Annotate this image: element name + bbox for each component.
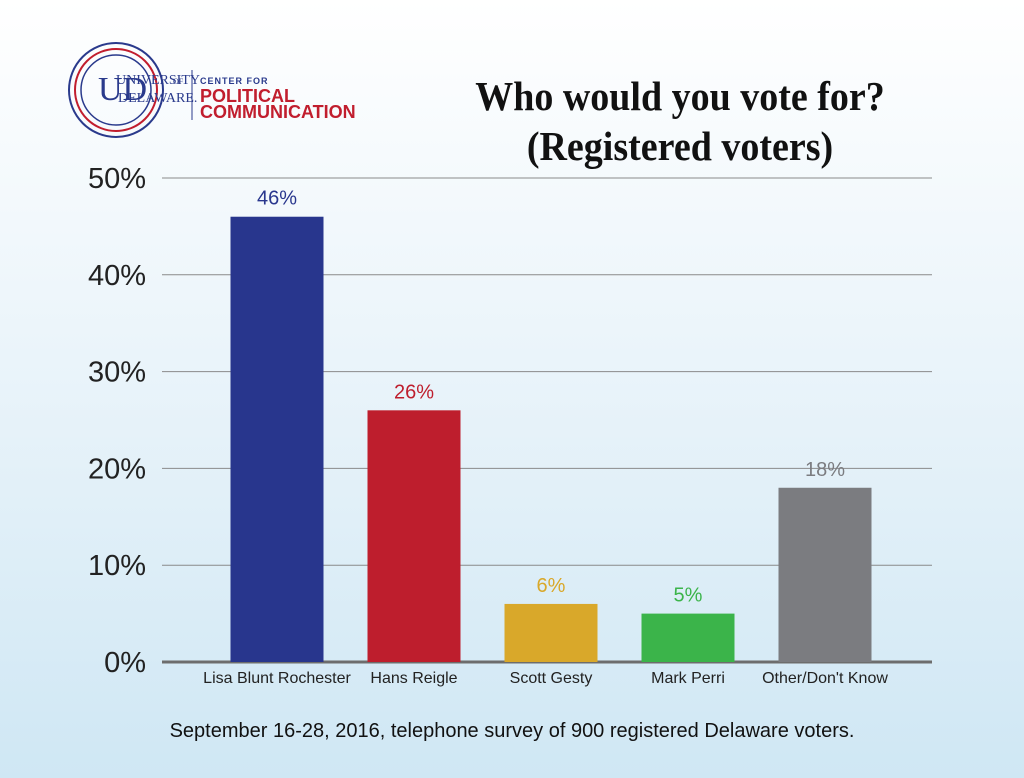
bar — [504, 603, 598, 662]
logo-center-for: CENTER FOR — [200, 76, 269, 86]
x-tick-label: Lisa Blunt Rochester — [203, 670, 351, 687]
x-tick-label: Other/Don't Know — [762, 670, 888, 687]
chart-title-line1: Who would you vote for? — [475, 74, 885, 120]
y-tick-label: 40% — [88, 260, 146, 292]
chart-title-line2: (Registered voters) — [526, 124, 834, 170]
logo-university: UNIVERSITY — [116, 73, 200, 88]
bar — [778, 487, 872, 662]
y-tick-label: 30% — [88, 357, 146, 389]
bar — [641, 613, 735, 662]
logo-of: OF — [173, 77, 184, 86]
y-tick-label: 10% — [88, 550, 146, 582]
logo-political: POLITICAL — [200, 86, 295, 106]
data-label: 18% — [805, 459, 845, 481]
data-label: 46% — [257, 188, 297, 210]
chart-title: Who would you vote for? (Registered vote… — [400, 72, 960, 172]
x-tick-label: Scott Gesty — [510, 670, 593, 687]
data-label: 26% — [394, 381, 434, 403]
y-tick-label: 20% — [88, 453, 146, 485]
bar — [367, 410, 461, 662]
data-label: 5% — [674, 585, 703, 607]
ud-cpc-logo: UD UNIVERSITY OF DELAWARE. CENTER FOR PO… — [68, 42, 356, 138]
survey-footnote: September 16-28, 2016, telephone survey … — [169, 720, 855, 742]
logo-communication: COMMUNICATION — [200, 102, 356, 122]
logo-delaware: DELAWARE. — [118, 91, 197, 106]
x-tick-label: Mark Perri — [651, 670, 725, 687]
bar — [230, 216, 324, 662]
logo-mark: UD — [98, 71, 147, 108]
y-tick-label: 0% — [104, 647, 146, 679]
y-tick-label: 50% — [88, 163, 146, 195]
data-label: 6% — [537, 575, 566, 597]
x-tick-label: Hans Reigle — [370, 670, 457, 687]
